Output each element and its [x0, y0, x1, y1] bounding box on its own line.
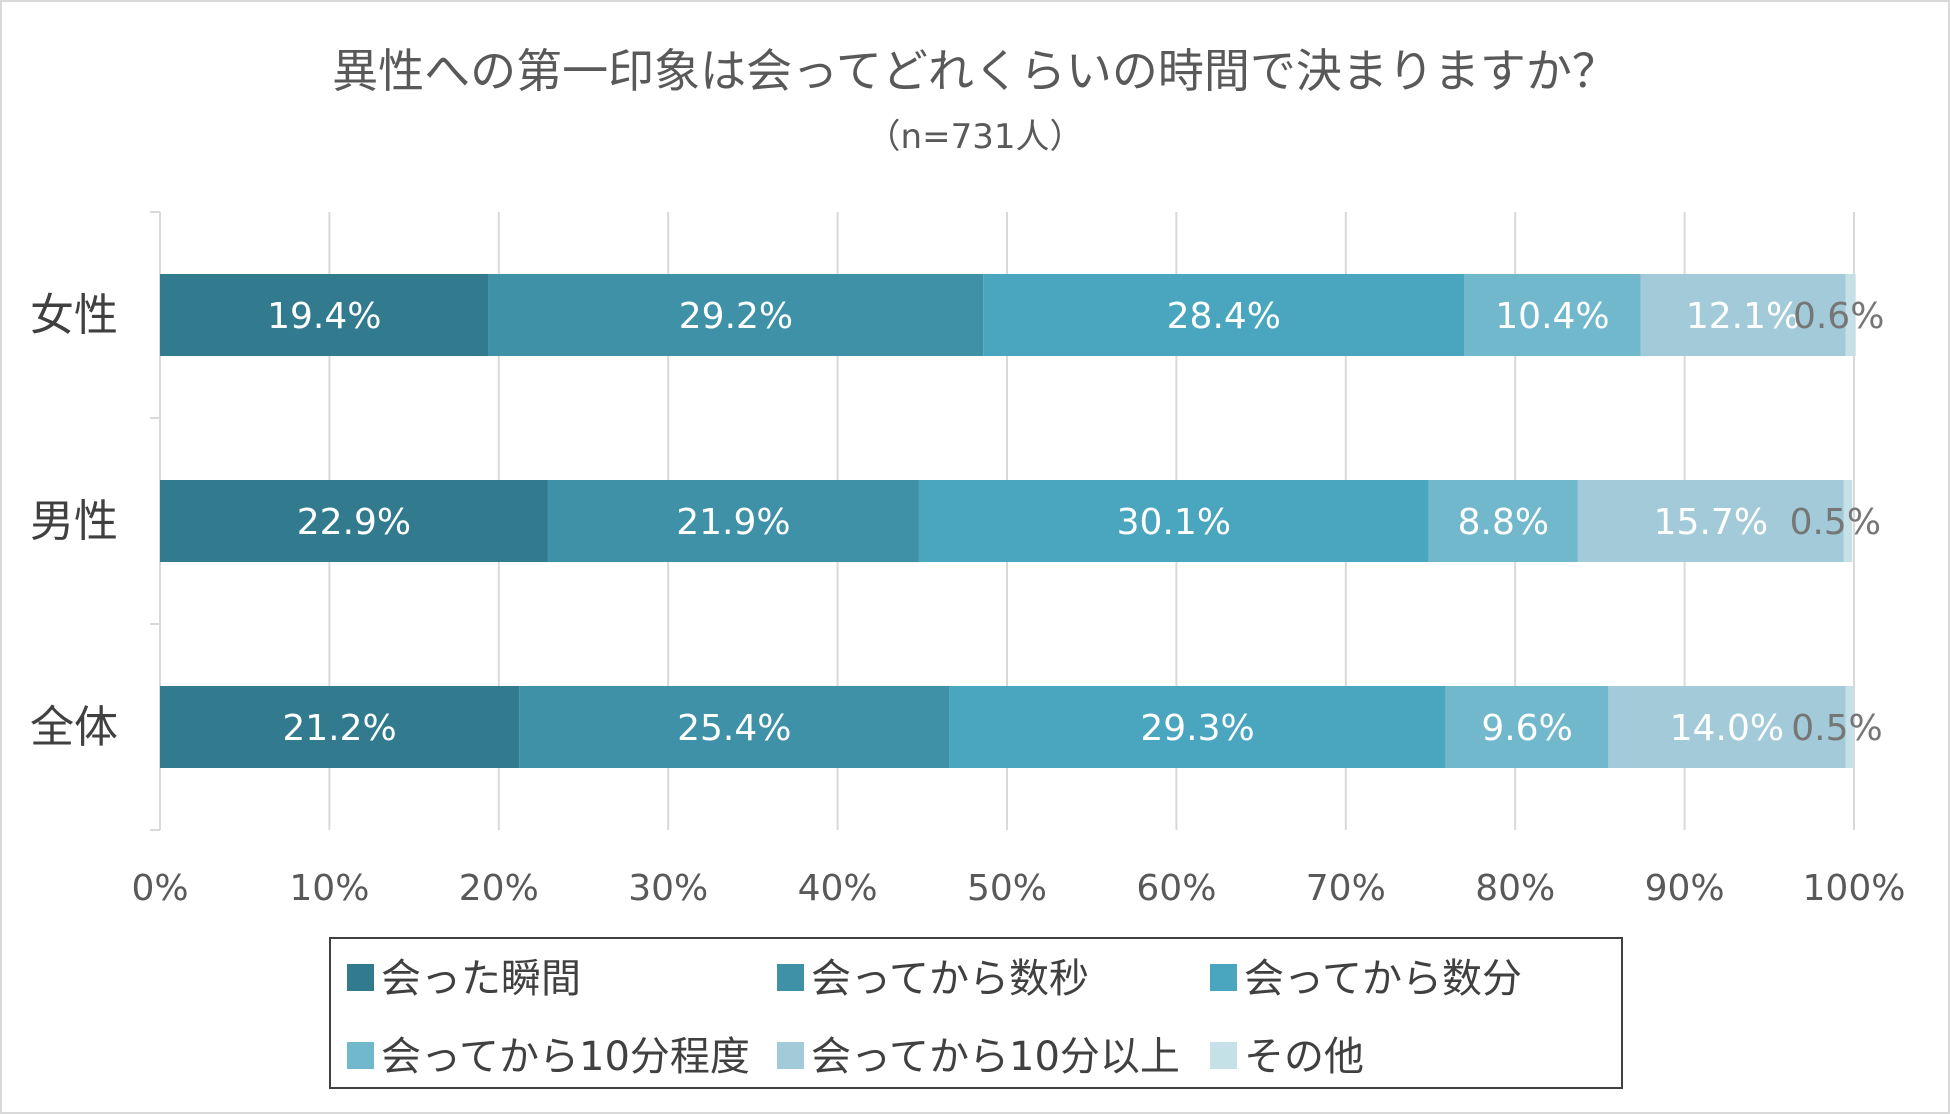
- category-label: 男性: [30, 496, 118, 547]
- legend-label: 会ってから10分以上: [811, 1034, 1180, 1080]
- bar-segment: [547, 480, 919, 562]
- data-label: 19.4%: [267, 296, 381, 337]
- legend-label: その他: [1244, 1034, 1364, 1080]
- bar-segment: [918, 480, 1429, 562]
- legend-label: 会ってから10分程度: [381, 1034, 750, 1080]
- bar-labels: 19.4% 29.2% 28.4% 10.4% 12.1%0.6% 22.9% 21.9% 3…: [267, 296, 1884, 749]
- bar-segment: [1464, 274, 1641, 356]
- data-label: 29.3%: [1140, 708, 1254, 749]
- x-tick-label: 0%: [131, 868, 188, 909]
- x-tick-labels: 0% 10% 20% 30% 40% 50% 60% 70% 80% 90% 100%: [131, 868, 1905, 909]
- legend-swatch: [347, 964, 374, 991]
- legend-swatch: [777, 964, 804, 991]
- x-tick-label: 70%: [1306, 868, 1386, 909]
- data-label: 14.0%: [1670, 708, 1784, 749]
- data-label: 9.6%: [1481, 708, 1572, 749]
- legend-label: 会った瞬間: [381, 956, 581, 1002]
- x-tick-label: 50%: [967, 868, 1047, 909]
- data-label: 25.4%: [677, 708, 791, 749]
- y-axis: [150, 211, 161, 831]
- bar-segment: [160, 480, 548, 562]
- data-label: 0.5%: [1790, 502, 1881, 543]
- x-tick-label: 40%: [798, 868, 878, 909]
- legend-box: [329, 937, 1623, 1089]
- data-label: 22.9%: [297, 502, 411, 543]
- data-label: 10.4%: [1495, 296, 1609, 337]
- bar-segment: [1843, 480, 1853, 562]
- category-label: 全体: [30, 702, 118, 753]
- data-label: 12.1%: [1686, 296, 1800, 337]
- x-tick-label: 10%: [289, 868, 369, 909]
- x-tick-label: 90%: [1645, 868, 1725, 909]
- legend-swatch: [777, 1042, 804, 1069]
- data-label: 0.6%: [1793, 296, 1884, 337]
- data-label: 29.2%: [679, 296, 793, 337]
- bar-segment: [160, 686, 520, 768]
- data-label: 0.5%: [1791, 708, 1882, 749]
- legend-swatch: [1210, 964, 1237, 991]
- bar-segment: [1428, 480, 1578, 562]
- legend-swatch: [1210, 1042, 1237, 1069]
- bar-segment: [1608, 686, 1846, 768]
- bar-segment: [1445, 686, 1609, 768]
- data-label: 30.1%: [1117, 502, 1231, 543]
- legend-swatch: [347, 1042, 374, 1069]
- x-tick-label: 30%: [628, 868, 708, 909]
- x-tick-label: 100%: [1803, 868, 1906, 909]
- chart-title: 異性への第一印象は会ってどれくらいの時間で決まりますか？: [332, 44, 1618, 98]
- bars: [160, 274, 1856, 768]
- bar-segment: [1640, 274, 1846, 356]
- data-label: 21.2%: [282, 708, 396, 749]
- data-label: 8.8%: [1458, 502, 1549, 543]
- x-tick-label: 20%: [459, 868, 539, 909]
- bar-segment: [160, 274, 489, 356]
- x-tick-label: 60%: [1136, 868, 1216, 909]
- data-label: 15.7%: [1654, 502, 1768, 543]
- bar-segment: [519, 686, 950, 768]
- category-label: 女性: [30, 290, 118, 341]
- bar-segment: [1845, 274, 1856, 356]
- data-label: 28.4%: [1167, 296, 1281, 337]
- chart-subtitle: （n=731人）: [867, 117, 1084, 157]
- bar-segment: [1577, 480, 1844, 562]
- legend-label: 会ってから数分: [1244, 956, 1522, 1002]
- bar-segment: [983, 274, 1465, 356]
- legend-label: 会ってから数秒: [811, 956, 1089, 1002]
- bar-segment: [488, 274, 984, 356]
- x-tick-label: 80%: [1475, 868, 1555, 909]
- data-label: 21.9%: [676, 502, 790, 543]
- bar-segment: [949, 686, 1446, 768]
- bar-segment: [1845, 686, 1854, 768]
